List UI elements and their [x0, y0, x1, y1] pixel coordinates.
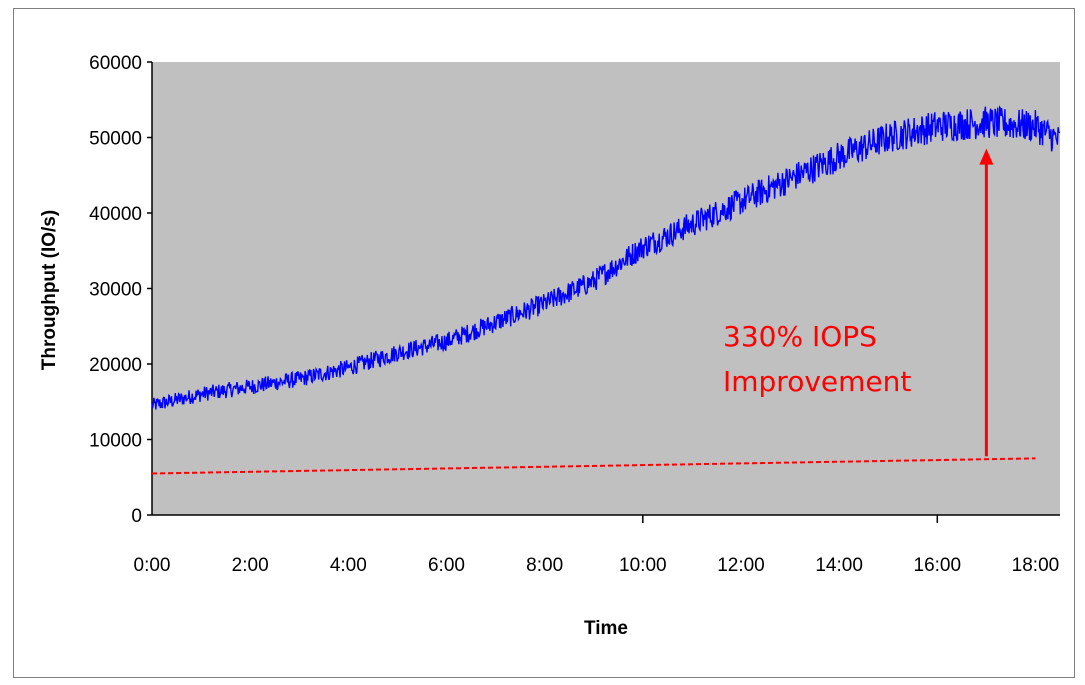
improvement-arrow [979, 148, 994, 457]
y-axis: 0 10000 20000 30000 40000 50000 60000 [89, 53, 153, 527]
x-tick-label: 2:00 [232, 555, 269, 576]
y-tick-label: 60000 [89, 53, 142, 74]
x-axis: 0:00 2:00 4:00 6:00 8:00 10:00 12:00 14:00 16:00… [134, 514, 1060, 576]
y-tick-label: 30000 [89, 280, 142, 301]
y-tick-label: 50000 [89, 129, 142, 150]
y-tick-label: 40000 [89, 204, 142, 225]
throughput-series-line [151, 105, 1061, 410]
x-tick-label: 16:00 [914, 555, 962, 576]
y-tick-label: 0 [131, 506, 142, 527]
x-tick-label: 10:00 [619, 555, 667, 576]
x-tick-label: 6:00 [428, 555, 465, 576]
x-tick-label: 8:00 [526, 555, 563, 576]
annotation-line-2: Improvement [723, 365, 911, 398]
baseline-series-line [151, 457, 1036, 475]
x-tick-label: 4:00 [330, 555, 367, 576]
x-tick-label: 12:00 [717, 555, 765, 576]
x-tick-label: 14:00 [815, 555, 863, 576]
x-axis-title: Time [584, 618, 628, 639]
x-tick-label: 18:00 [1012, 555, 1060, 576]
annotation-line-1: 330% IOPS [723, 320, 877, 353]
y-tick-label: 20000 [89, 355, 142, 376]
y-axis-title: Throughput (IO/s) [39, 210, 60, 370]
x-tick-label: 0:00 [134, 555, 171, 576]
plot-area [152, 62, 1060, 515]
arrow-head [979, 148, 994, 165]
y-tick-label: 10000 [89, 431, 142, 452]
